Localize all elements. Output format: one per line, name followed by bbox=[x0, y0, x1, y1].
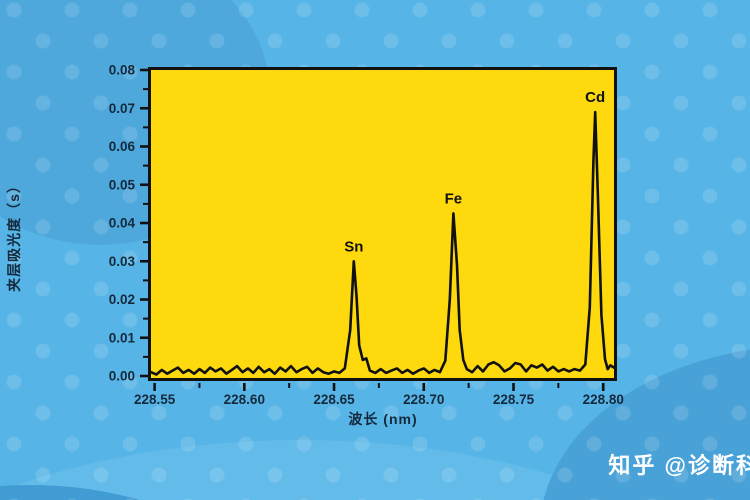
y-tick-label: 0.00 bbox=[109, 369, 135, 384]
watermark: 知乎 @诊断科 bbox=[608, 453, 750, 478]
x-tick-label: 228.60 bbox=[224, 392, 265, 407]
x-tick-label: 228.70 bbox=[403, 392, 444, 407]
y-tick-label: 0.06 bbox=[109, 139, 136, 154]
y-tick-label: 0.03 bbox=[109, 254, 136, 269]
peak-label-Sn: Sn bbox=[344, 238, 363, 255]
y-tick-label: 0.08 bbox=[109, 63, 136, 78]
plot-frame bbox=[148, 67, 617, 381]
x-axis-title: 波长 (nm) bbox=[348, 411, 418, 427]
y-tick-label: 0.05 bbox=[109, 177, 136, 192]
y-tick-label: 0.01 bbox=[109, 330, 136, 345]
y-axis-title: 夹层吸光度（s） bbox=[6, 178, 22, 292]
peak-label-Fe: Fe bbox=[445, 190, 463, 207]
y-tick-label: 0.04 bbox=[109, 216, 136, 231]
x-tick-label: 228.65 bbox=[313, 392, 355, 407]
y-tick-label: 0.07 bbox=[109, 101, 135, 116]
x-tick-label: 228.80 bbox=[583, 392, 624, 407]
spectrum-line bbox=[149, 110, 616, 376]
x-tick-label: 228.75 bbox=[493, 392, 535, 407]
peak-label-Cd: Cd bbox=[585, 89, 605, 106]
y-tick-label: 0.02 bbox=[109, 292, 135, 307]
x-tick-label: 228.55 bbox=[134, 392, 176, 407]
